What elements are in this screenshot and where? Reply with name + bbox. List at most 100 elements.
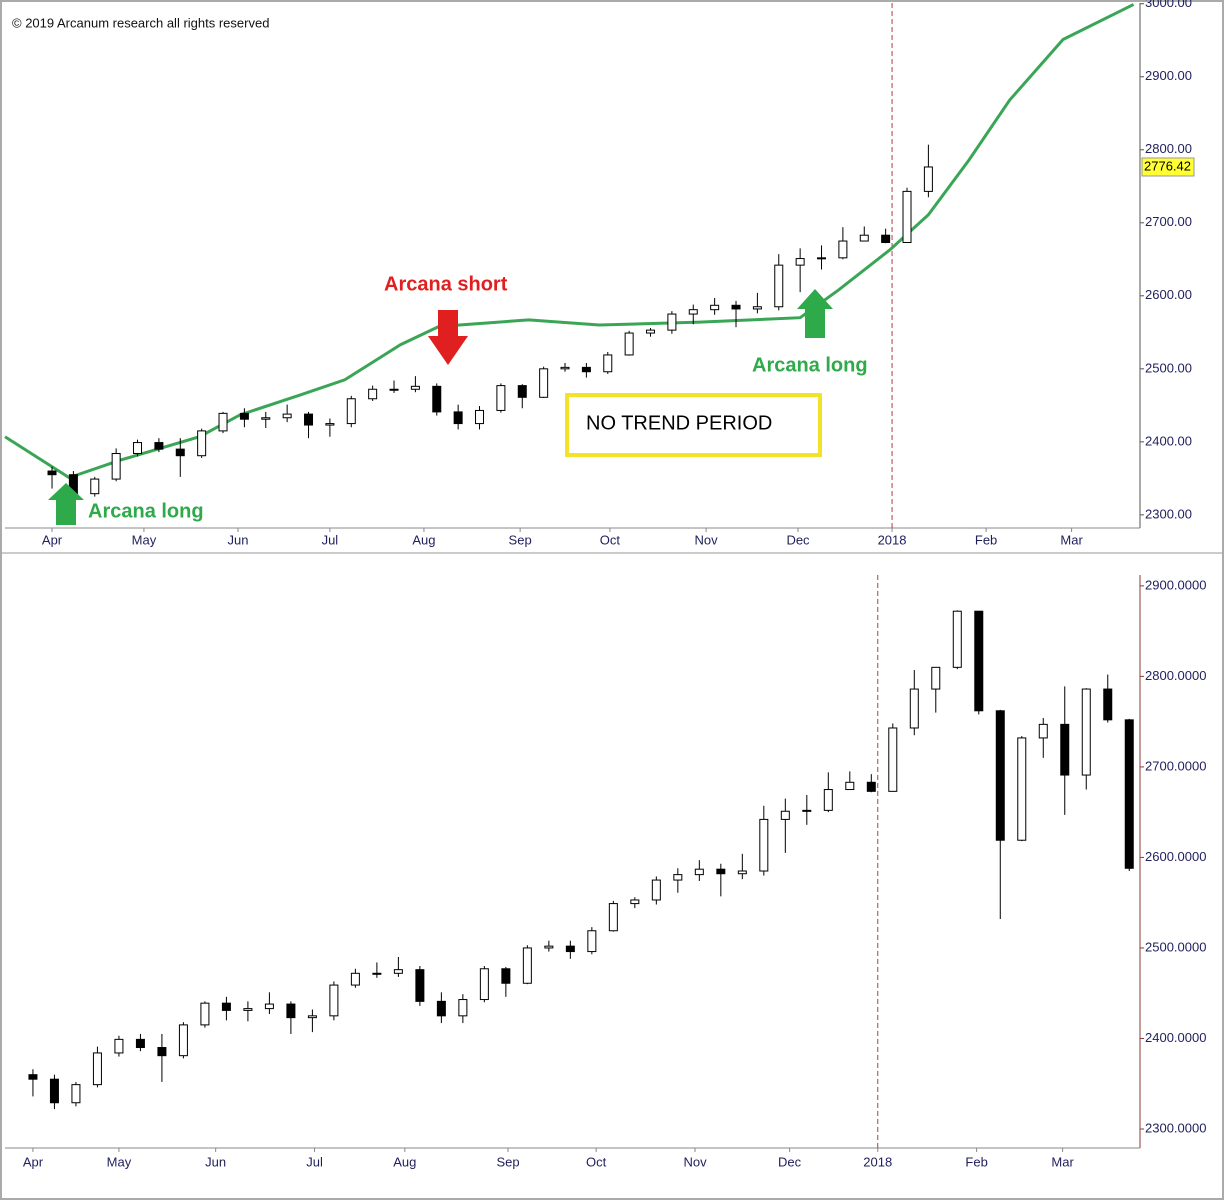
- x-tick-label: Aug: [412, 532, 435, 547]
- candle-body: [1081, 688, 1091, 776]
- candle-body: [823, 789, 833, 811]
- candle-body: [479, 968, 489, 1001]
- x-tick-label: Aug: [393, 1154, 416, 1169]
- last-price-box: [1141, 157, 1195, 177]
- candle-body: [92, 1052, 102, 1086]
- candle-body: [28, 1074, 38, 1080]
- candle-body: [780, 810, 790, 820]
- candle-body: [752, 306, 762, 310]
- candle-body: [522, 947, 532, 984]
- candle-body: [731, 304, 741, 310]
- candle-body: [261, 417, 271, 420]
- candle-body: [995, 710, 1005, 841]
- candle-body: [795, 258, 805, 266]
- x-tick-label: Oct: [586, 1154, 607, 1169]
- candle-body: [646, 329, 656, 334]
- source: © 2019 Arcanum research all rights reser…: [12, 15, 269, 30]
- y-tick-label: 2600.0000: [1145, 849, 1206, 864]
- candle-body: [282, 413, 292, 419]
- y-tick-label: 3000.00: [1145, 0, 1192, 10]
- candle-body: [603, 354, 613, 373]
- candle-body: [581, 366, 591, 373]
- candle-body: [517, 385, 527, 398]
- x-tick-label: 2018: [878, 532, 907, 547]
- x-tick-label: Nov: [683, 1154, 707, 1169]
- candle-body: [845, 781, 855, 791]
- candle-body: [608, 903, 618, 932]
- x-tick-label: Feb: [975, 532, 997, 547]
- x-tick-label: Mar: [1060, 532, 1083, 547]
- annotation: Arcana long: [88, 500, 204, 522]
- arrow-long-1: [48, 483, 84, 525]
- candle-body: [931, 666, 941, 690]
- candle-body: [154, 442, 164, 450]
- x-tick-label: Apr: [23, 1154, 44, 1169]
- candle-body: [393, 969, 403, 974]
- candle-body: [838, 240, 848, 259]
- candle-body: [475, 409, 485, 425]
- candle-body: [239, 412, 249, 420]
- y-tick-label: 2900.00: [1145, 68, 1192, 83]
- candle-body: [694, 868, 704, 876]
- candle-body: [197, 430, 207, 457]
- candle-body: [565, 945, 575, 953]
- x-tick-label: Jul: [322, 532, 339, 547]
- y-tick-label: 2300.00: [1145, 506, 1192, 521]
- candle-body: [1038, 723, 1048, 739]
- y-tick-label: 2900.0000: [1145, 577, 1206, 592]
- moving-average: [4, 3, 1135, 480]
- candle-body: [47, 470, 57, 476]
- candle-body: [1103, 688, 1113, 721]
- y-tick-label: 2400.0000: [1145, 1030, 1206, 1045]
- candle-body: [178, 1024, 188, 1057]
- candle-body: [389, 388, 399, 391]
- candle-body: [624, 332, 634, 356]
- annotation: Arcana short: [384, 273, 508, 295]
- candle-body: [243, 1008, 253, 1011]
- candle-body: [737, 870, 747, 875]
- x-tick-label: Jun: [205, 1154, 226, 1169]
- candle-body: [368, 388, 378, 400]
- candle-body: [881, 234, 891, 243]
- candle-body: [135, 1038, 145, 1049]
- x-tick-label: Dec: [778, 1154, 802, 1169]
- candle-body: [539, 368, 549, 398]
- candle-body: [133, 442, 143, 455]
- candle-body: [673, 874, 683, 881]
- candle-body: [651, 879, 661, 901]
- candle-body: [436, 1000, 446, 1017]
- last-price-label: 2776.42: [1144, 158, 1191, 173]
- x-tick-label: May: [132, 532, 157, 547]
- candle-body: [304, 413, 314, 426]
- y-tick-label: 2500.0000: [1145, 939, 1206, 954]
- candle-body: [415, 969, 425, 1002]
- candle-body: [218, 412, 228, 432]
- candle-body: [221, 1002, 231, 1011]
- x-tick-label: Jul: [306, 1154, 323, 1169]
- candle-body: [866, 781, 876, 792]
- candle-body: [111, 453, 121, 480]
- candle-body: [902, 190, 912, 243]
- candle-body: [286, 1003, 296, 1019]
- candle-body: [560, 366, 570, 370]
- candle-body: [325, 423, 335, 426]
- candle-body: [458, 999, 468, 1017]
- candle-body: [1124, 719, 1134, 869]
- candle-body: [923, 166, 933, 192]
- x-tick-label: May: [107, 1154, 132, 1169]
- candle-body: [1017, 737, 1027, 841]
- candle-body: [329, 984, 339, 1017]
- x-tick-label: Dec: [786, 532, 810, 547]
- candle-body: [688, 309, 698, 315]
- candle-body: [909, 688, 919, 729]
- candle-body: [587, 930, 597, 953]
- x-tick-label: 2018: [863, 1154, 892, 1169]
- annotation: NO TREND PERIOD: [586, 412, 772, 434]
- arrow-short: [428, 310, 468, 365]
- candle-body: [952, 610, 962, 668]
- y-tick-label: 2700.0000: [1145, 758, 1206, 773]
- arrow-long-2: [797, 289, 833, 338]
- candle-body: [802, 809, 812, 812]
- y-tick-label: 2700.00: [1145, 214, 1192, 229]
